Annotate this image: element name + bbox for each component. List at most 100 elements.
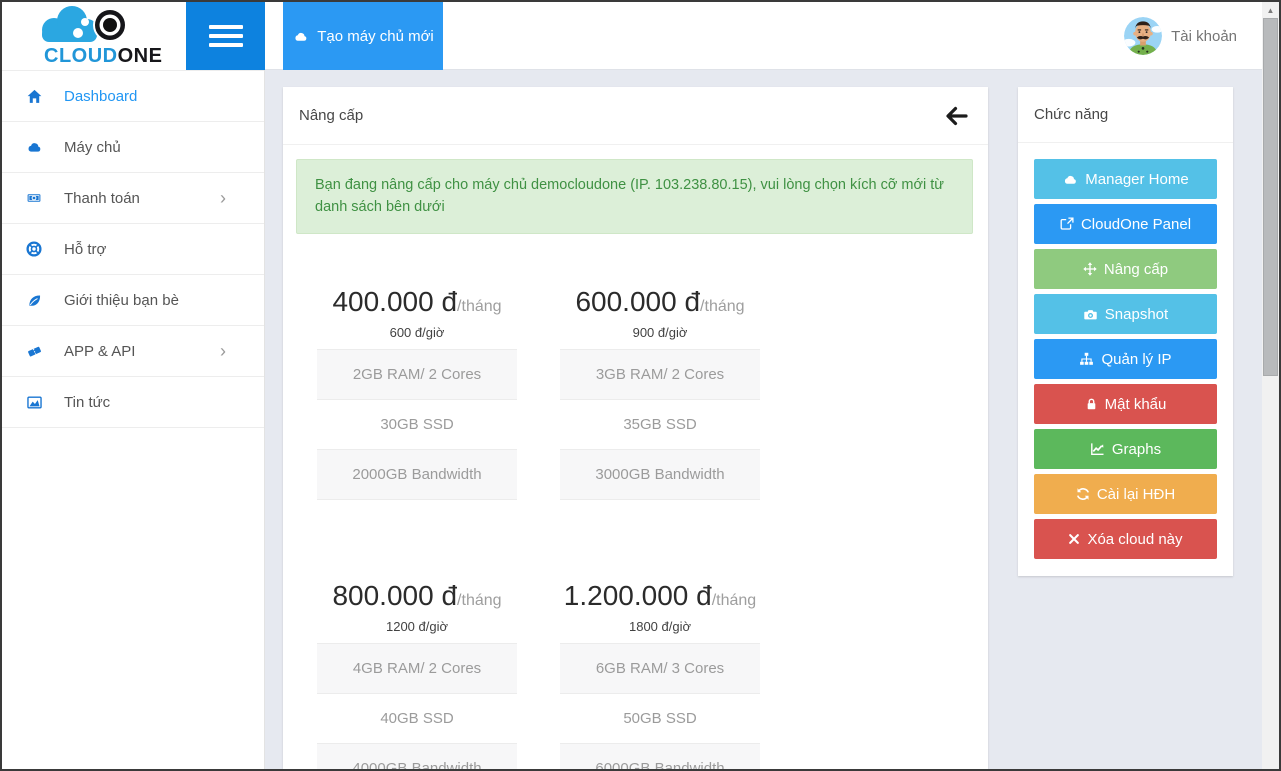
- plan-card-800k[interactable]: 800.000 đ/tháng 1200 đ/giờ 4GB RAM/ 2 Co…: [317, 580, 517, 771]
- plan-specs: 4GB RAM/ 2 Cores 40GB SSD 4000GB Bandwid…: [317, 643, 517, 771]
- sidebar-item-ho-tro[interactable]: Hỗ trợ: [2, 224, 264, 275]
- plan-card-1200k[interactable]: 1.200.000 đ/tháng 1800 đ/giờ 6GB RAM/ 3 …: [560, 580, 760, 771]
- cloudone-logo-icon: CLOUDONE: [24, 5, 174, 67]
- button-label: Nâng cấp: [1104, 261, 1168, 278]
- cloudone-panel-button[interactable]: CloudOne Panel: [1034, 204, 1217, 244]
- create-server-button[interactable]: Tạo máy chủ mới: [283, 2, 443, 70]
- sidebar-item-label: Máy chủ: [64, 139, 121, 156]
- reinstall-os-button[interactable]: Cài lại HĐH: [1034, 474, 1217, 514]
- plan-price: 800.000 đ/tháng: [317, 580, 517, 612]
- plan-hourly-price: 1800 đ/giờ: [560, 619, 760, 634]
- sidebar-nav: Dashboard Máy chủ Thanh toán ›: [2, 70, 264, 428]
- topbar: Tạo máy chủ mới: [265, 2, 1262, 70]
- sidebar-item-may-chu[interactable]: Máy chủ: [2, 122, 264, 173]
- upgrade-alert: Bạn đang nâng cấp cho máy chủ democloudo…: [296, 159, 973, 234]
- button-label: Quản lý IP: [1101, 351, 1171, 368]
- sidebar-item-app-api[interactable]: APP & API ›: [2, 326, 264, 377]
- page-title: Nâng cấp: [299, 107, 363, 124]
- sidebar-item-label: Hỗ trợ: [64, 241, 106, 258]
- plan-spec-bandwidth: 4000GB Bandwidth: [317, 743, 517, 771]
- functions-panel-header: Chức năng: [1018, 87, 1233, 143]
- avatar: [1124, 17, 1162, 55]
- plan-spec-ram: 6GB RAM/ 3 Cores: [560, 643, 760, 693]
- button-label: Snapshot: [1105, 306, 1168, 323]
- sitemap-icon: [1079, 352, 1094, 366]
- sidebar-item-gioi-thieu[interactable]: Giới thiệu bạn bè: [2, 275, 264, 326]
- chart-line-icon: [1090, 442, 1105, 456]
- plan-spec-ram: 3GB RAM/ 2 Cores: [560, 349, 760, 399]
- cloud-icon: [292, 30, 309, 43]
- upgrade-panel: Nâng cấp Bạn đang nâng cấp cho máy chủ d…: [283, 87, 988, 771]
- refresh-icon: [1076, 487, 1090, 501]
- functions-title: Chức năng: [1034, 106, 1108, 123]
- page-scrollbar[interactable]: ▲: [1262, 2, 1279, 769]
- lock-icon: [1085, 397, 1098, 411]
- back-button[interactable]: [942, 101, 972, 131]
- snapshot-button[interactable]: Snapshot: [1034, 294, 1217, 334]
- plan-spec-ssd: 35GB SSD: [560, 399, 760, 449]
- plan-card-600k[interactable]: 600.000 đ/tháng 900 đ/giờ 3GB RAM/ 2 Cor…: [560, 286, 760, 500]
- sidebar-item-thanh-toan[interactable]: Thanh toán ›: [2, 173, 264, 224]
- plan-spec-ram: 2GB RAM/ 2 Cores: [317, 349, 517, 399]
- button-label: Manager Home: [1085, 171, 1188, 188]
- account-menu[interactable]: Tài khoản: [1124, 2, 1237, 70]
- button-label: Mật khẩu: [1105, 396, 1167, 413]
- sidebar-item-dashboard[interactable]: Dashboard: [2, 71, 264, 122]
- password-button[interactable]: Mật khẩu: [1034, 384, 1217, 424]
- plan-price: 1.200.000 đ/tháng: [560, 580, 760, 612]
- money-icon: [24, 191, 44, 205]
- svg-text:CLOUDONE: CLOUDONE: [44, 45, 162, 67]
- app-window: CLOUDONE Dashboard Máy chủ: [0, 0, 1281, 771]
- sidebar-item-label: Giới thiệu bạn bè: [64, 292, 179, 309]
- sidebar-item-label: Tin tức: [64, 394, 110, 411]
- sidebar-item-label: Thanh toán: [64, 190, 140, 207]
- manager-home-button[interactable]: Manager Home: [1034, 159, 1217, 199]
- plan-hourly-price: 900 đ/giờ: [560, 325, 760, 340]
- scrollbar-up-arrow[interactable]: ▲: [1262, 2, 1279, 18]
- sidebar-item-tin-tuc[interactable]: Tin tức: [2, 377, 264, 428]
- hamburger-menu-button[interactable]: [186, 2, 265, 70]
- camera-icon: [1083, 308, 1098, 321]
- sidebar-item-label: APP & API: [64, 343, 135, 360]
- plan-spec-bandwidth: 3000GB Bandwidth: [560, 449, 760, 499]
- plan-hourly-price: 600 đ/giờ: [317, 325, 517, 340]
- scrollbar-thumb[interactable]: [1263, 18, 1278, 376]
- plans-grid: 400.000 đ/tháng 600 đ/giờ 2GB RAM/ 2 Cor…: [283, 286, 988, 771]
- cloud-icon: [1062, 173, 1078, 186]
- button-label: CloudOne Panel: [1081, 216, 1191, 233]
- plan-card-400k[interactable]: 400.000 đ/tháng 600 đ/giờ 2GB RAM/ 2 Cor…: [317, 286, 517, 500]
- arrow-left-icon: [945, 106, 969, 126]
- content-area: Nâng cấp Bạn đang nâng cấp cho máy chủ d…: [265, 70, 1262, 769]
- upgrade-panel-header: Nâng cấp: [283, 87, 988, 145]
- sidebar: CLOUDONE Dashboard Máy chủ: [2, 2, 265, 769]
- plan-spec-bandwidth: 2000GB Bandwidth: [317, 449, 517, 499]
- create-server-label: Tạo máy chủ mới: [317, 28, 434, 45]
- plan-hourly-price: 1200 đ/giờ: [317, 619, 517, 634]
- plan-spec-ssd: 30GB SSD: [317, 399, 517, 449]
- delete-cloud-button[interactable]: Xóa cloud này: [1034, 519, 1217, 559]
- cloud-icon: [24, 140, 44, 154]
- upgrade-button[interactable]: Nâng cấp: [1034, 249, 1217, 289]
- graphs-button[interactable]: Graphs: [1034, 429, 1217, 469]
- plan-specs: 2GB RAM/ 2 Cores 30GB SSD 2000GB Bandwid…: [317, 349, 517, 500]
- plan-spec-bandwidth: 6000GB Bandwidth: [560, 743, 760, 771]
- plan-price: 400.000 đ/tháng: [317, 286, 517, 318]
- manage-ip-button[interactable]: Quản lý IP: [1034, 339, 1217, 379]
- move-icon: [1083, 262, 1097, 276]
- area-chart-icon: [24, 395, 44, 410]
- plan-spec-ram: 4GB RAM/ 2 Cores: [317, 643, 517, 693]
- life-ring-icon: [24, 241, 44, 257]
- external-link-icon: [1060, 217, 1074, 231]
- button-label: Graphs: [1112, 441, 1161, 458]
- plan-specs: 6GB RAM/ 3 Cores 50GB SSD 6000GB Bandwid…: [560, 643, 760, 771]
- button-label: Xóa cloud này: [1087, 531, 1182, 548]
- plan-spec-ssd: 40GB SSD: [317, 693, 517, 743]
- x-icon: [1068, 533, 1080, 545]
- home-icon: [24, 89, 44, 104]
- plan-spec-ssd: 50GB SSD: [560, 693, 760, 743]
- button-label: Cài lại HĐH: [1097, 486, 1175, 503]
- plan-specs: 3GB RAM/ 2 Cores 35GB SSD 3000GB Bandwid…: [560, 349, 760, 500]
- chevron-right-icon: ›: [220, 189, 226, 207]
- sidebar-item-label: Dashboard: [64, 88, 137, 105]
- account-label: Tài khoản: [1171, 28, 1237, 45]
